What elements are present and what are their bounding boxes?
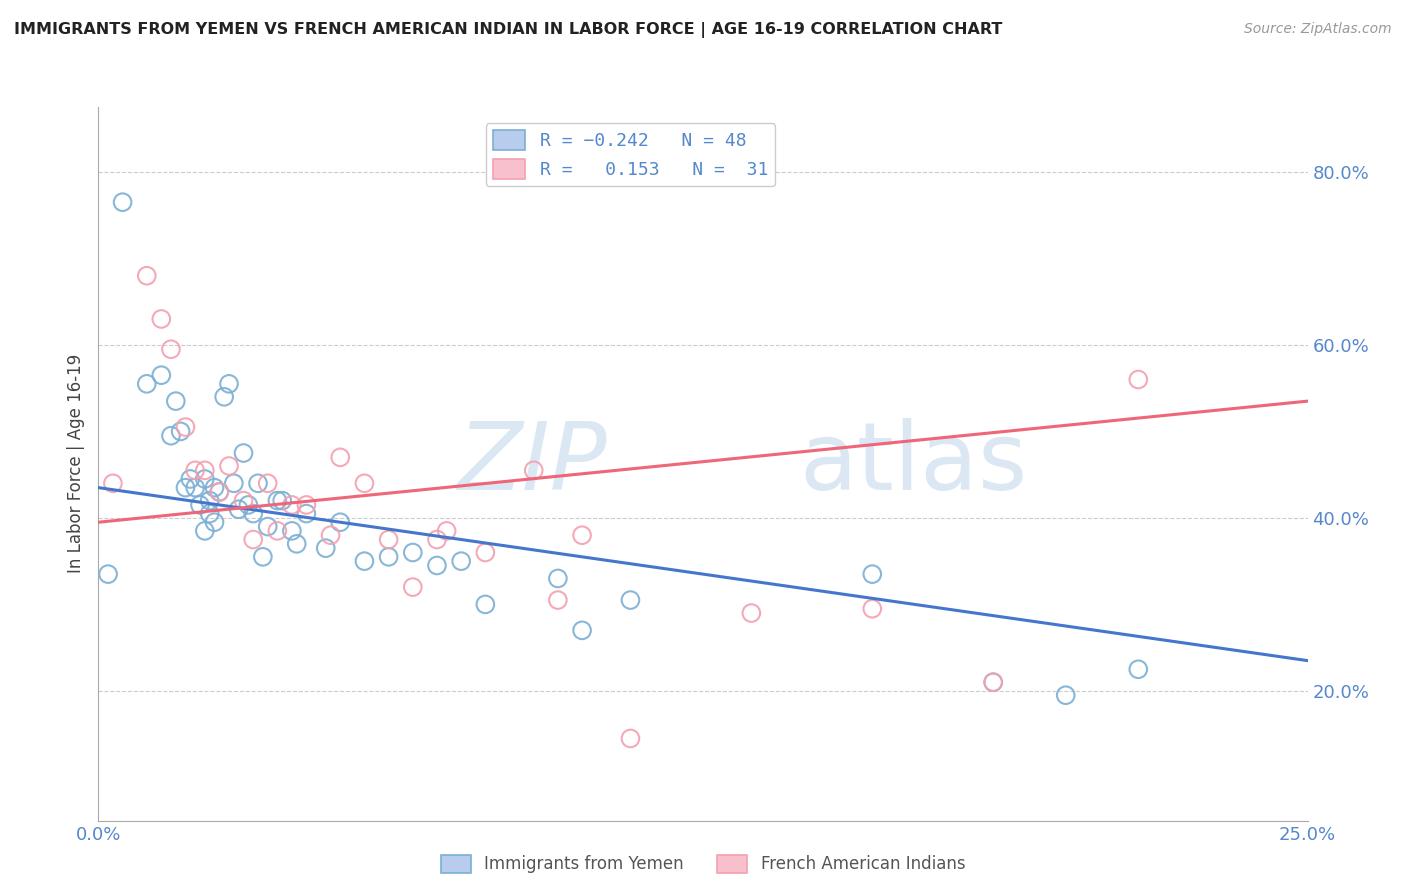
Point (329, 515, 352, 529)
Point (165, 394, 187, 409)
Point (1054, 688, 1077, 702)
Point (247, 476, 270, 491)
Point (547, 593, 569, 607)
Text: IMMIGRANTS FROM YEMEN VS FRENCH AMERICAN INDIAN IN LABOR FORCE | AGE 16-19 CORRE: IMMIGRANTS FROM YEMEN VS FRENCH AMERICAN… (14, 22, 1002, 38)
Point (232, 493, 254, 508)
Point (319, 528, 342, 542)
Point (228, 502, 250, 516)
Point (169, 425, 191, 439)
Point (266, 493, 288, 508)
Point (194, 472, 217, 486)
Point (271, 493, 294, 508)
Point (619, 593, 641, 607)
Point (981, 675, 1004, 690)
Point (315, 541, 337, 556)
Point (281, 524, 304, 538)
Point (256, 519, 278, 533)
Point (232, 446, 254, 460)
Point (402, 580, 425, 594)
Point (242, 507, 264, 521)
Point (740, 606, 762, 620)
Point (101, 476, 124, 491)
Point (252, 549, 274, 564)
Point (184, 481, 207, 495)
Point (426, 558, 449, 573)
Point (1128, 372, 1150, 386)
Point (97, 567, 120, 582)
Point (619, 731, 641, 746)
Point (860, 601, 883, 615)
Point (179, 472, 201, 486)
Point (295, 507, 318, 521)
Point (204, 515, 226, 529)
Point (194, 524, 217, 538)
Point (329, 450, 352, 465)
Point (285, 537, 308, 551)
Point (194, 463, 217, 477)
Point (353, 554, 375, 568)
Point (198, 493, 221, 508)
Point (188, 498, 211, 512)
Point (174, 481, 197, 495)
Point (218, 376, 240, 391)
Point (450, 554, 472, 568)
Point (981, 675, 1004, 690)
Point (256, 476, 278, 491)
Point (160, 428, 183, 442)
Point (547, 571, 569, 585)
Point (474, 598, 496, 612)
Point (150, 312, 173, 326)
Point (135, 268, 157, 283)
Text: atlas: atlas (800, 417, 1028, 510)
Point (218, 458, 240, 473)
Point (242, 533, 264, 547)
Point (184, 463, 207, 477)
Point (135, 376, 157, 391)
Point (150, 368, 173, 383)
Legend: Immigrants from Yemen, French American Indians: Immigrants from Yemen, French American I… (434, 848, 972, 880)
Point (402, 545, 425, 559)
Point (571, 528, 593, 542)
Y-axis label: In Labor Force | Age 16-19: In Labor Force | Age 16-19 (66, 354, 84, 574)
Point (208, 485, 231, 500)
Point (281, 498, 304, 512)
Point (474, 545, 496, 559)
Point (436, 524, 458, 538)
Text: ZIP: ZIP (457, 418, 606, 509)
Point (212, 390, 235, 404)
Point (1128, 662, 1150, 676)
Point (426, 533, 449, 547)
Point (208, 485, 231, 500)
Point (160, 343, 183, 357)
Point (266, 524, 288, 538)
Point (198, 507, 221, 521)
Point (377, 549, 399, 564)
Point (377, 533, 399, 547)
Text: Source: ZipAtlas.com: Source: ZipAtlas.com (1244, 22, 1392, 37)
Point (204, 481, 226, 495)
Point (860, 567, 883, 582)
Point (571, 624, 593, 638)
Point (222, 476, 245, 491)
Point (523, 463, 546, 477)
Point (174, 420, 197, 434)
Point (238, 498, 260, 512)
Point (295, 498, 318, 512)
Point (111, 195, 134, 210)
Point (353, 476, 375, 491)
